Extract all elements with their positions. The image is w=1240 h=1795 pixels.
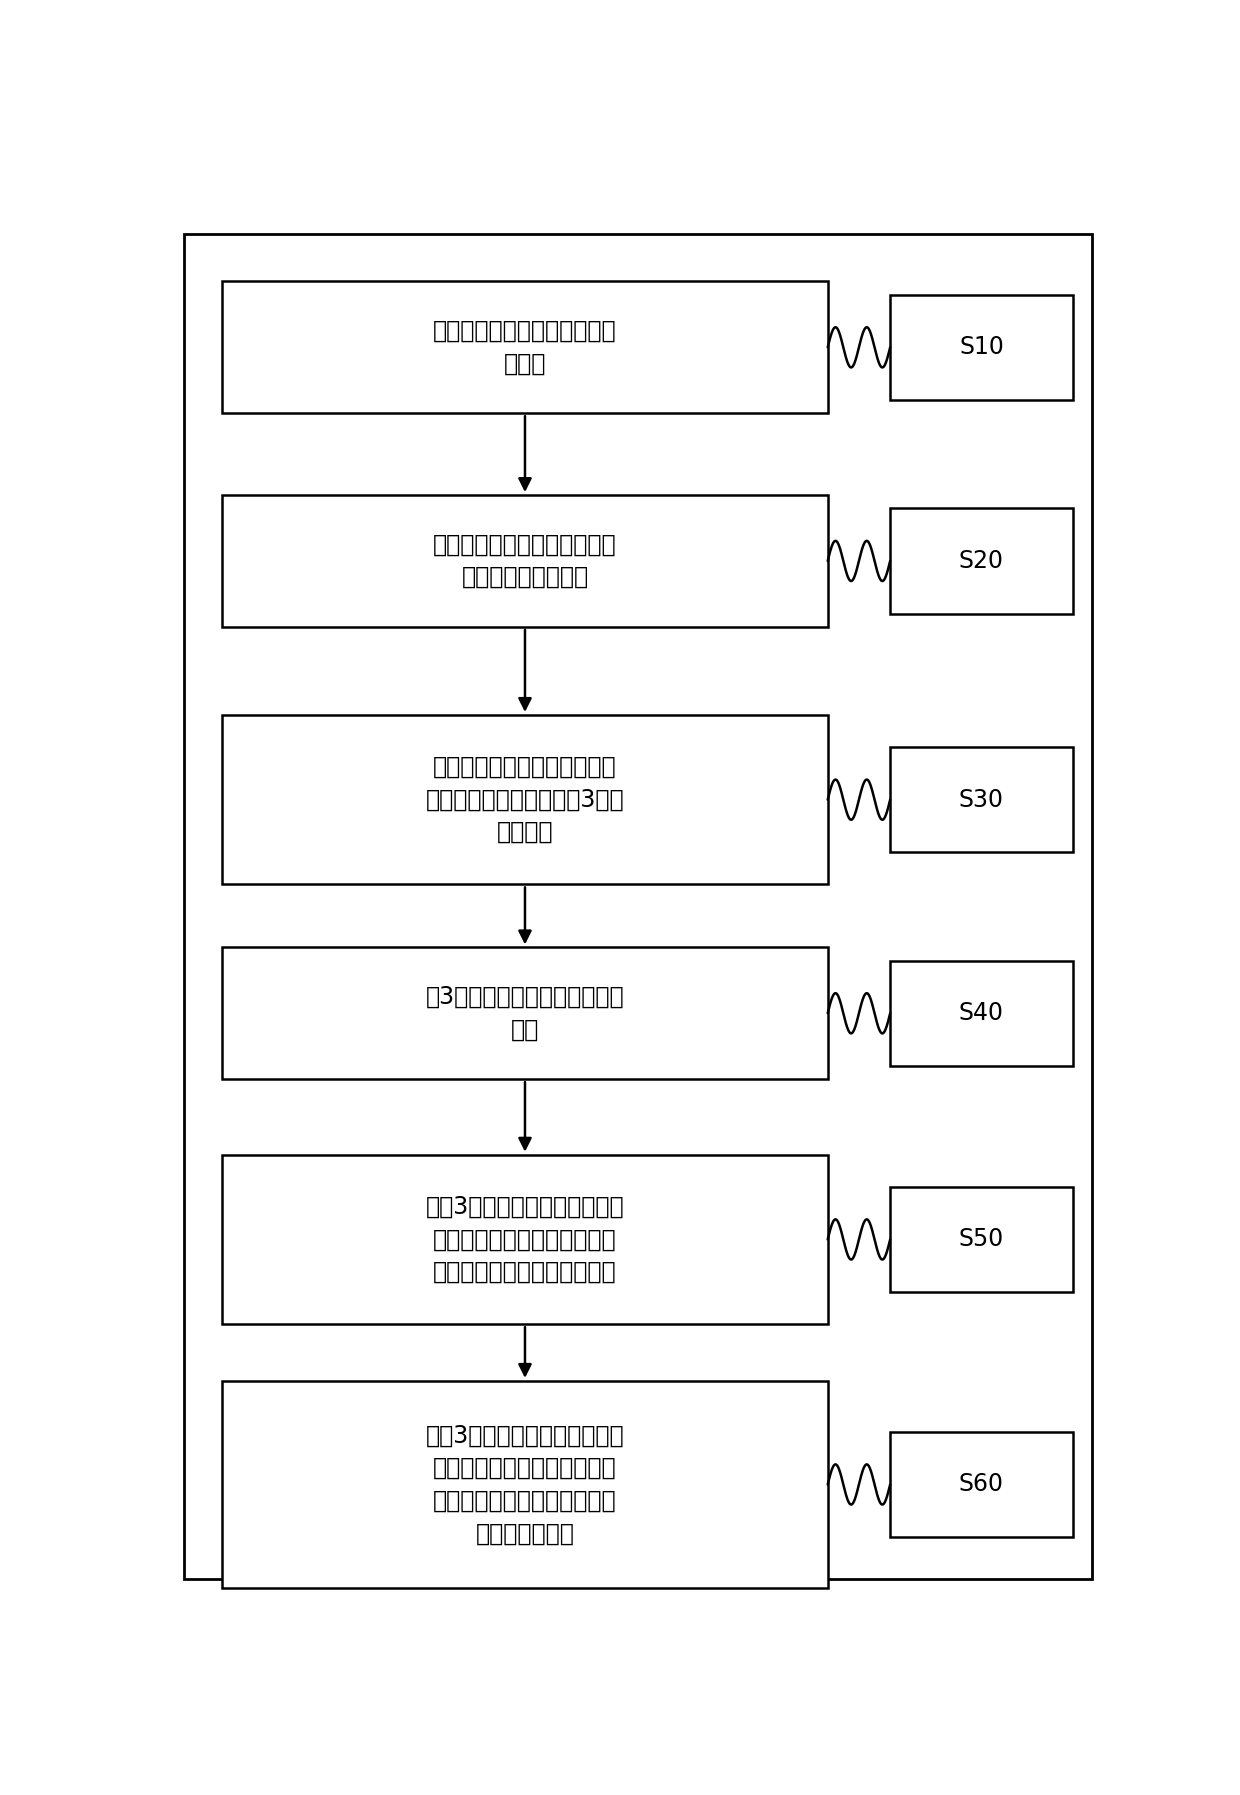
Text: S40: S40 [959,1002,1004,1025]
Text: S20: S20 [959,549,1004,573]
Text: S50: S50 [959,1228,1004,1251]
Bar [222,1380,828,1589]
Text: 计算3个传声器标志帧的互功率
谱，并根据所述互功率谱确定
任意两个传声器之间的时间差: 计算3个传声器标志帧的互功率 谱，并根据所述互功率谱确定 任意两个传声器之间的时… [425,1195,624,1283]
Text: 将声波数字信号分帧并确定声
波数字信号的起始点: 将声波数字信号分帧并确定声 波数字信号的起始点 [433,533,616,589]
Bar [890,294,1073,400]
Text: 接收声波信号并转化为声波数
字信号: 接收声波信号并转化为声波数 字信号 [433,320,616,375]
Bar [222,1154,828,1325]
Bar [222,495,828,626]
Bar [890,1186,1073,1292]
Text: S10: S10 [959,336,1004,359]
Text: 对3个传声器的标志帧进行加窗
处理: 对3个传声器的标志帧进行加窗 处理 [425,985,624,1041]
Bar [222,714,828,885]
Bar [890,960,1073,1066]
Text: S30: S30 [959,788,1004,811]
Text: S60: S60 [959,1472,1004,1497]
Bar [222,948,828,1079]
Bar [890,508,1073,614]
Text: 根据3个传声器标志帧以及所述
时间差，计算声源与传声器之
间的距离，确定故障点位置，
确定故障放电相: 根据3个传声器标志帧以及所述 时间差，计算声源与传声器之 间的距离，确定故障点位… [425,1423,624,1545]
Bar [890,747,1073,853]
Bar [890,1432,1073,1537]
Bar [222,282,828,413]
Text: 计算各传声器标志帧的短时能
量，确定距离声源最近的3个传
声器位置: 计算各传声器标志帧的短时能 量，确定距离声源最近的3个传 声器位置 [425,756,624,844]
